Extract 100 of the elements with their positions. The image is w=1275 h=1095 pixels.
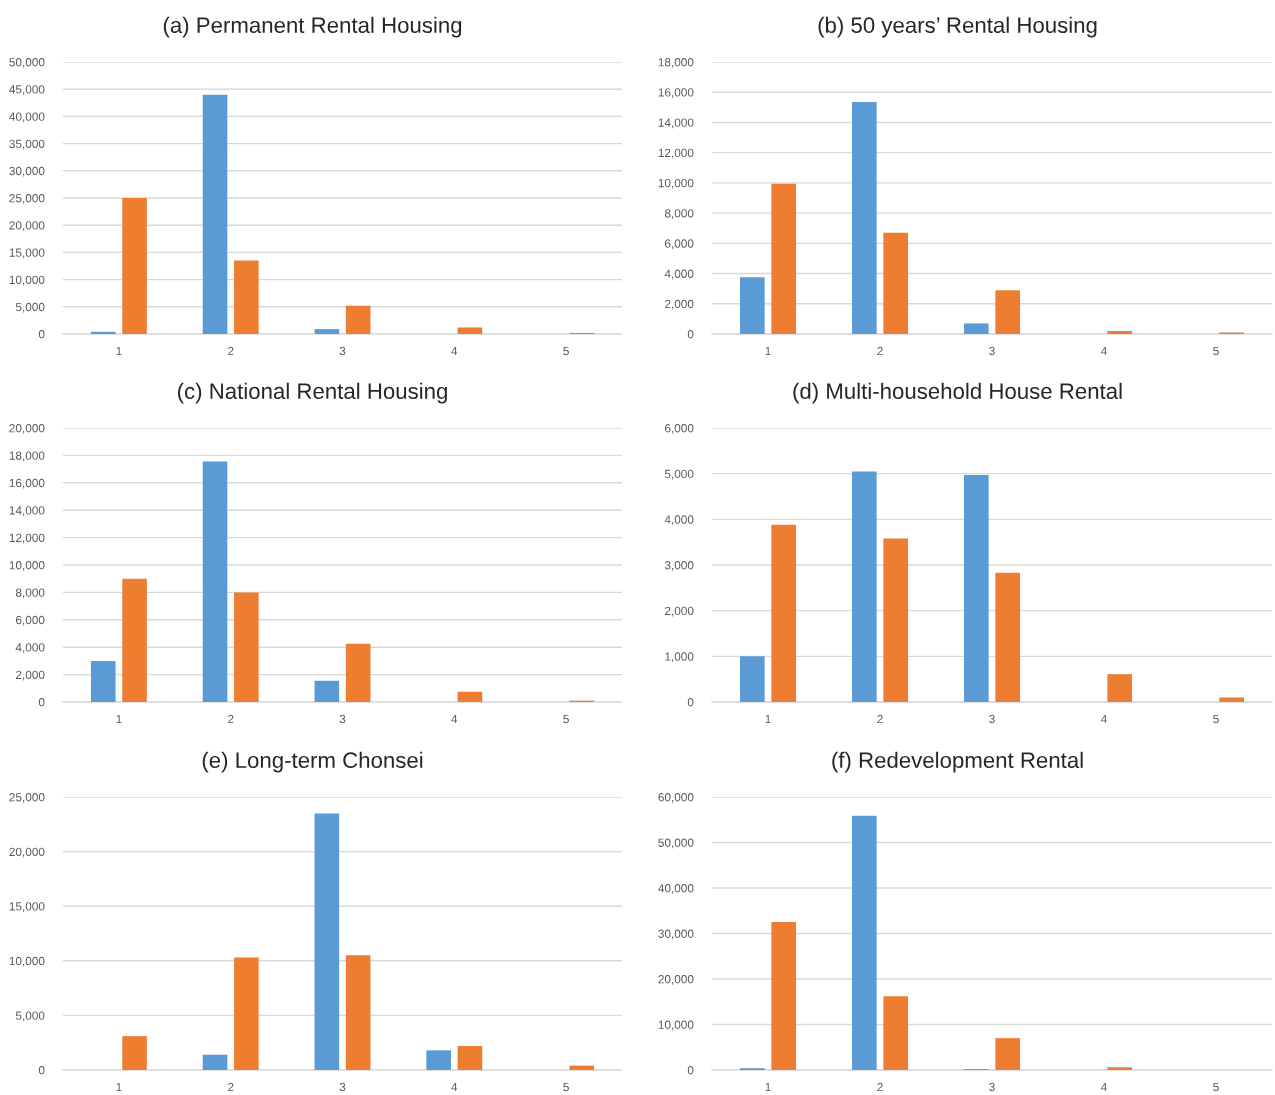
bar: [995, 290, 1020, 334]
x-tick-label: 1: [116, 714, 122, 724]
y-tick-label: 0: [687, 698, 694, 707]
x-tick-label: 4: [1100, 714, 1107, 724]
bar: [569, 1065, 595, 1070]
bar: [457, 691, 483, 702]
bar: [995, 572, 1020, 702]
y-tick-label: 50,000: [658, 838, 694, 849]
y-tick-label: 4,000: [664, 515, 694, 526]
y-tick-label: 0: [687, 330, 694, 339]
bar: [426, 1050, 451, 1070]
bar: [314, 813, 340, 1070]
bar: [122, 1036, 147, 1070]
y-tick-label: 8,000: [15, 588, 45, 599]
y-tick-label: 6,000: [665, 239, 694, 250]
bar: [883, 232, 908, 334]
x-tick-label: 4: [451, 714, 458, 724]
bar: [771, 922, 796, 1070]
y-tick-label: 3,000: [664, 561, 694, 571]
x-tick-label: 2: [877, 1082, 883, 1092]
x-tick-label: 3: [989, 346, 995, 356]
bar: [1107, 1067, 1132, 1070]
bar: [883, 538, 908, 702]
y-tick-label: 4,000: [664, 269, 694, 280]
bar: [202, 1054, 228, 1070]
y-tick-label: 45,000: [9, 85, 45, 95]
bar: [202, 461, 228, 702]
y-tick-label: 20,000: [9, 221, 45, 231]
y-tick-label: 20,000: [658, 975, 694, 985]
y-tick-label: 4,000: [15, 643, 45, 653]
chart-title: (d) Multi-household House Rental: [793, 382, 1122, 404]
bar: [90, 331, 116, 334]
bar: [964, 323, 989, 334]
bar: [740, 656, 765, 702]
chart-title: (a) Permanent Rental Housing: [163, 16, 462, 38]
x-tick-label: 5: [1213, 1082, 1219, 1092]
x-tick-label: 1: [765, 346, 771, 356]
chart-title: (b) 50 years’ Rental Housing: [818, 16, 1097, 38]
x-tick-label: 3: [339, 1082, 346, 1092]
x-tick-label: 5: [1213, 346, 1219, 356]
x-tick-label: 4: [451, 1082, 458, 1092]
x-tick-label: 4: [1100, 1082, 1107, 1092]
x-tick-label: 2: [228, 1082, 234, 1092]
x-tick-label: 4: [451, 346, 458, 356]
y-tick-label: 15,000: [9, 248, 45, 259]
bar: [314, 680, 340, 702]
bar: [852, 815, 877, 1070]
x-tick-label: 1: [765, 714, 771, 724]
x-tick-label: 3: [989, 1082, 995, 1092]
y-tick-label: 16,000: [9, 478, 45, 489]
bar: [964, 475, 989, 702]
bar: [122, 198, 147, 334]
y-tick-label: 6,000: [665, 424, 694, 434]
bar: [1107, 674, 1132, 702]
y-tick-label: 10,000: [9, 561, 45, 571]
x-tick-label: 2: [228, 714, 234, 724]
y-tick-label: 25,000: [9, 194, 45, 204]
y-tick-label: 0: [687, 1066, 694, 1075]
y-tick-label: 12,000: [658, 148, 694, 159]
y-tick-label: 2,000: [16, 670, 45, 681]
x-tick-label: 5: [1213, 714, 1219, 724]
bar: [457, 1045, 483, 1070]
y-tick-label: 20,000: [9, 847, 45, 858]
y-tick-label: 2,000: [665, 606, 694, 617]
y-tick-label: 10,000: [9, 275, 45, 286]
y-tick-label: 0: [38, 1066, 45, 1075]
x-tick-label: 1: [116, 346, 122, 356]
x-tick-label: 5: [563, 714, 569, 724]
y-tick-label: 25,000: [9, 793, 45, 803]
y-tick-label: 60,000: [658, 793, 694, 803]
x-tick-label: 3: [339, 714, 346, 724]
y-tick-label: 35,000: [9, 139, 45, 150]
y-tick-label: 1,000: [665, 652, 694, 663]
bar: [122, 578, 147, 702]
x-tick-label: 1: [116, 1082, 122, 1092]
y-tick-label: 10,000: [658, 1020, 694, 1031]
bar: [852, 471, 877, 702]
x-tick-label: 3: [989, 714, 995, 724]
y-tick-label: 5,000: [664, 469, 694, 480]
bar: [234, 592, 259, 702]
bar: [771, 183, 796, 334]
y-tick-label: 40,000: [9, 112, 45, 123]
y-tick-label: 16,000: [658, 88, 694, 99]
bar: [771, 524, 796, 702]
bar: [202, 94, 228, 334]
bar: [852, 102, 877, 334]
bar: [234, 957, 259, 1070]
chart-title: (f) Redevelopment Rental: [832, 751, 1083, 773]
y-tick-label: 15,000: [9, 902, 45, 912]
bar: [345, 643, 371, 702]
y-tick-label: 30,000: [658, 929, 694, 940]
x-tick-label: 4: [1100, 346, 1107, 356]
y-tick-label: 14,000: [658, 118, 694, 129]
y-tick-label: 10,000: [9, 956, 45, 967]
y-tick-label: 10,000: [658, 178, 694, 189]
y-tick-label: 8,000: [664, 209, 694, 219]
bar: [345, 305, 371, 334]
y-tick-label: 2,000: [665, 299, 694, 310]
x-tick-label: 1: [765, 1082, 771, 1092]
x-tick-label: 2: [228, 346, 234, 356]
